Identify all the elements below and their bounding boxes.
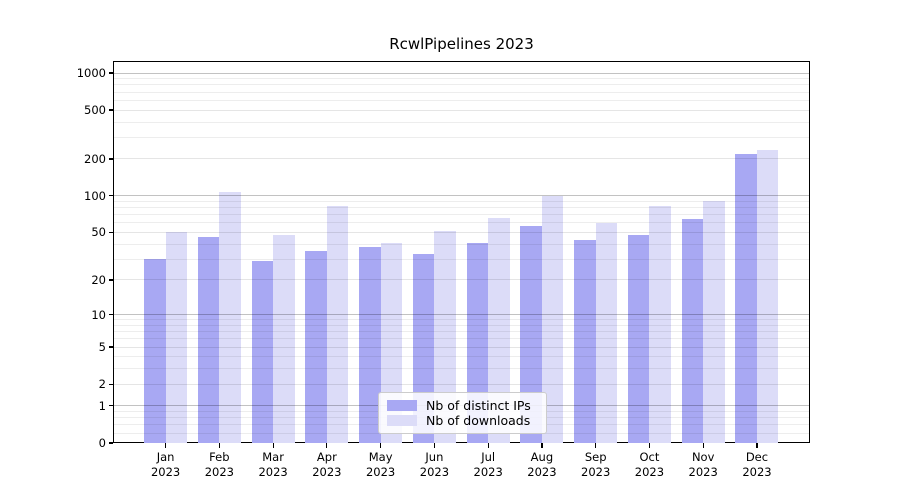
y-tick-label: 1 bbox=[98, 398, 106, 413]
x-tick-label: Feb 2023 bbox=[204, 450, 234, 479]
x-tick-mark bbox=[487, 443, 489, 448]
x-tick-label: May 2023 bbox=[365, 450, 396, 479]
y-tick-mark bbox=[108, 195, 113, 197]
bar-downloads bbox=[273, 234, 295, 443]
x-tick-label: Mar 2023 bbox=[258, 450, 288, 479]
y-tick-mark bbox=[108, 109, 113, 111]
bar-distinct-ips bbox=[144, 259, 166, 443]
x-tick-label: Sep 2023 bbox=[581, 450, 611, 479]
legend-item-downloads: Nb of downloads bbox=[387, 413, 537, 428]
x-tick-mark bbox=[433, 443, 435, 448]
bar-distinct-ips bbox=[251, 260, 274, 443]
bar-distinct-ips bbox=[359, 246, 381, 443]
legend-label-distinct-ips: Nb of distinct IPs bbox=[426, 398, 531, 413]
y-tick-label: 0 bbox=[98, 436, 106, 450]
y-tick-mark bbox=[108, 279, 113, 281]
bar-distinct-ips bbox=[305, 251, 327, 443]
bar-downloads bbox=[488, 217, 510, 443]
bar-downloads bbox=[165, 232, 188, 443]
legend: Nb of distinct IPs Nb of downloads bbox=[378, 392, 547, 434]
bar-distinct-ips bbox=[735, 154, 757, 443]
y-tick-mark bbox=[108, 72, 113, 74]
x-tick-mark bbox=[595, 443, 597, 448]
bar-distinct-ips bbox=[681, 219, 704, 443]
plot-area: Nb of distinct IPs Nb of downloads Jan 20… bbox=[77, 61, 810, 479]
bar-downloads bbox=[595, 222, 618, 443]
bar-downloads bbox=[756, 150, 779, 443]
x-tick-mark bbox=[326, 443, 328, 448]
x-tick-mark bbox=[648, 443, 651, 448]
x-tick-mark bbox=[702, 443, 704, 448]
x-tick-mark bbox=[380, 443, 382, 448]
x-tick-label: Dec 2023 bbox=[742, 450, 772, 479]
y-tick-mark bbox=[108, 158, 113, 160]
x-tick-mark bbox=[541, 443, 543, 448]
x-tick-label: Aug 2023 bbox=[527, 450, 557, 479]
y-tick-label: 500 bbox=[84, 103, 106, 118]
bar-downloads bbox=[649, 205, 671, 443]
x-tick-mark bbox=[756, 443, 758, 448]
legend-swatch-distinct-ips bbox=[387, 400, 417, 411]
bars-layer bbox=[113, 61, 810, 443]
y-tick-label: 100 bbox=[84, 188, 106, 203]
bar-downloads bbox=[434, 231, 456, 443]
y-tick-label: 20 bbox=[91, 272, 106, 287]
y-tick-mark bbox=[108, 313, 113, 316]
x-tick-label: Jan 2023 bbox=[150, 450, 181, 479]
legend-label-downloads: Nb of downloads bbox=[426, 413, 531, 428]
x-tick-label: Oct 2023 bbox=[634, 450, 665, 479]
y-tick-label: 5 bbox=[98, 340, 106, 355]
x-tick-label: Jun 2023 bbox=[419, 450, 450, 479]
bar-distinct-ips bbox=[574, 240, 596, 443]
legend-item-distinct-ips: Nb of distinct IPs bbox=[387, 398, 537, 413]
y-tick-mark bbox=[108, 231, 113, 234]
x-tick-mark bbox=[218, 443, 220, 448]
y-tick-label: 200 bbox=[84, 151, 106, 166]
y-tick-label: 2 bbox=[98, 377, 106, 392]
legend-swatch-downloads bbox=[387, 415, 417, 426]
y-tick-label: 50 bbox=[91, 225, 106, 240]
chart-title: RcwlPipelines 2023 bbox=[389, 35, 534, 53]
bar-downloads bbox=[219, 192, 241, 443]
y-tick-label: 1000 bbox=[76, 66, 106, 81]
bar-downloads bbox=[541, 195, 564, 443]
x-tick-label: Apr 2023 bbox=[312, 450, 342, 479]
bar-distinct-ips bbox=[520, 226, 542, 443]
bar-distinct-ips bbox=[627, 234, 650, 443]
y-tick-label: 10 bbox=[91, 307, 106, 322]
y-tick-mark bbox=[108, 442, 113, 444]
x-tick-mark bbox=[272, 443, 274, 448]
x-tick-label: Jul 2023 bbox=[473, 450, 503, 479]
bar-downloads bbox=[703, 201, 725, 443]
y-tick-mark bbox=[108, 405, 113, 407]
bar-distinct-ips bbox=[197, 236, 220, 443]
x-tick-mark bbox=[165, 443, 167, 448]
x-tick-label: Nov 2023 bbox=[688, 450, 718, 479]
bar-downloads bbox=[326, 206, 349, 443]
y-tick-mark bbox=[108, 346, 113, 348]
y-tick-mark bbox=[108, 383, 113, 385]
